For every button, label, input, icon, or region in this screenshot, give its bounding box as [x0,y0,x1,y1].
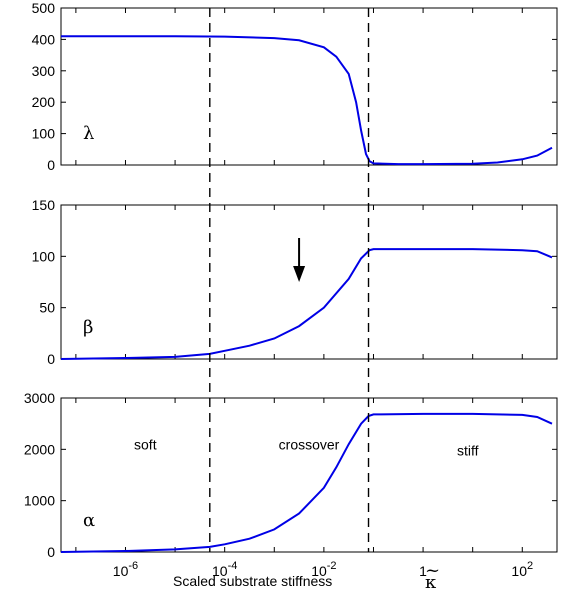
x-axis-symbol: κ [425,572,437,593]
series-line [60,248,553,360]
panel-label: α [83,510,95,531]
alpha-panel: 0 1000 2000 3000 α soft crossover stiff 10-6 10-4… [24,390,558,593]
y-tick-label: 0 [47,157,55,173]
x-tick-label: 1 [419,563,427,579]
region-label-soft: soft [134,436,157,452]
y-tick-label: 50 [39,300,55,316]
y-tick-label: 0 [47,544,55,560]
y-tick-label: 1000 [24,493,55,509]
arrow-head [293,266,306,282]
x-axis-label: Scaled substrate stiffness [173,573,332,589]
y-tick-label: 100 [32,126,56,142]
series-line [61,35,553,166]
region-label-crossover: crossover [279,436,340,452]
y-tick-label: 3000 [24,390,55,406]
x-tick-label: 10-4 [212,560,237,579]
y-tick-label: 150 [32,197,56,213]
y-tick-label: 400 [32,31,56,47]
series-line [60,412,553,553]
y-tick-label: 100 [32,248,56,264]
y-tick-label: 500 [32,0,56,16]
y-tick-label: 0 [47,351,55,367]
y-tick-label: 200 [32,94,56,110]
panel-label: λ [83,123,94,144]
x-axis-symbol-accent: ~ [425,560,440,581]
beta-panel: 0 50 100 150 β [32,197,558,367]
x-tick-label: 10-6 [113,560,138,579]
x-tick-label: 10-2 [311,560,336,579]
plot-frame [60,397,558,553]
y-tick-label: 300 [32,63,56,79]
panel-label: β [83,317,93,338]
lambda-panel: 0 100 200 300 400 500 λ [32,0,558,173]
y-tick-label: 2000 [24,441,55,457]
x-tick-label: 102 [511,560,533,579]
region-label-stiff: stiff [457,442,479,458]
plot-frame [60,204,558,360]
plot-frame [60,7,558,166]
